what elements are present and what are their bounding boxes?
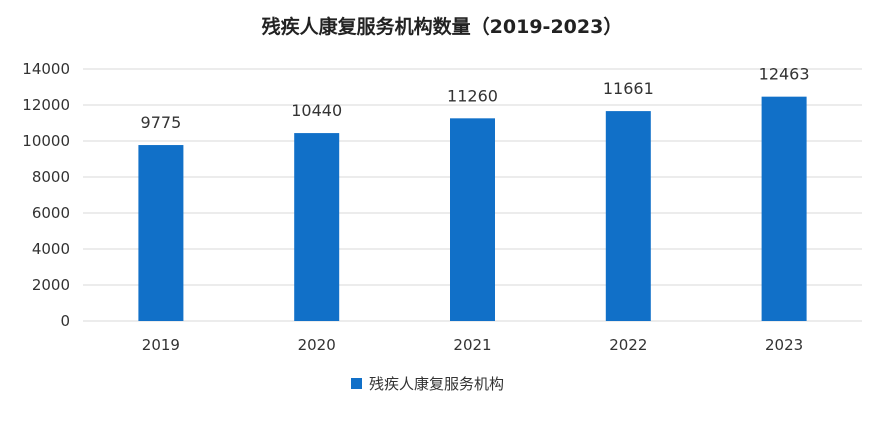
y-axis: 0 2000 4000 6000 8000 10000 12000 14000 [22, 60, 70, 330]
bars: 9775 10440 11260 11661 12463 [138, 65, 810, 322]
data-label: 11260 [447, 86, 498, 105]
bar [450, 118, 495, 321]
y-tick-label: 6000 [32, 204, 70, 222]
legend: 残疾人康复服务机构 [351, 375, 504, 393]
y-tick-label: 4000 [32, 240, 70, 258]
data-label: 9775 [141, 113, 182, 132]
bar [294, 133, 340, 321]
x-tick-label: 2020 [298, 336, 336, 354]
bar [605, 111, 651, 322]
x-tick-label: 2023 [765, 336, 803, 354]
x-tick-label: 2022 [609, 336, 647, 354]
x-tick-label: 2021 [453, 336, 491, 354]
data-label: 11661 [603, 79, 654, 98]
y-tick-label: 14000 [22, 60, 70, 78]
bar [761, 96, 807, 321]
legend-swatch [351, 378, 362, 389]
x-axis: 2019 2020 2021 2022 2023 [142, 336, 803, 354]
y-tick-label: 10000 [22, 132, 70, 150]
data-label: 12463 [759, 65, 810, 84]
data-label: 10440 [291, 101, 342, 120]
x-tick-label: 2019 [142, 336, 180, 354]
y-tick-label: 2000 [32, 276, 70, 294]
chart-title: 残疾人康复服务机构数量（2019-2023） [262, 15, 623, 38]
y-tick-label: 12000 [22, 96, 70, 114]
y-tick-label: 0 [60, 312, 70, 330]
bar [138, 145, 184, 321]
y-tick-label: 8000 [32, 168, 70, 186]
legend-label: 残疾人康复服务机构 [369, 375, 504, 393]
